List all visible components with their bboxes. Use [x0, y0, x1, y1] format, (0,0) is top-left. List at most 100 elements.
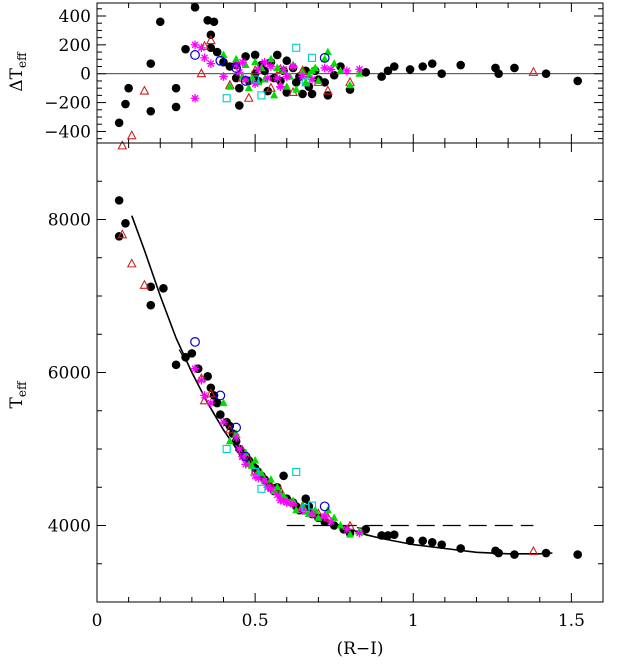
fit-curve	[131, 215, 553, 555]
data-point	[336, 521, 345, 529]
data-point	[114, 196, 124, 205]
data-point	[235, 101, 244, 110]
data-point	[361, 525, 371, 534]
data-point	[238, 57, 247, 67]
y-tick-label: −400	[44, 122, 91, 142]
data-point	[320, 78, 330, 87]
data-point	[270, 90, 279, 99]
y-tick-label: 8000	[48, 211, 91, 231]
data-point	[117, 229, 128, 239]
data-point	[405, 65, 415, 74]
data-point	[117, 140, 128, 150]
data-point	[273, 482, 282, 491]
data-point	[260, 57, 269, 67]
data-point	[307, 75, 317, 84]
data-point	[206, 383, 216, 393]
data-point	[330, 513, 339, 521]
data-point	[212, 398, 222, 408]
data-point	[231, 73, 241, 83]
data-point	[257, 468, 266, 477]
y-tick-label: 400	[59, 7, 91, 27]
data-point	[231, 63, 242, 73]
data-point	[260, 74, 269, 83]
data-point	[418, 62, 428, 71]
data-point	[342, 525, 352, 534]
data-point	[307, 501, 317, 510]
data-point	[301, 77, 310, 86]
data-point	[389, 530, 399, 539]
data-point	[212, 47, 222, 57]
data-point	[322, 85, 333, 95]
data-point	[456, 60, 465, 70]
data-point	[200, 391, 209, 400]
data-point	[240, 76, 251, 86]
data-point	[282, 82, 291, 90]
data-point	[456, 544, 465, 553]
data-point	[241, 75, 250, 84]
data-point	[272, 50, 282, 60]
data-point	[225, 436, 234, 445]
data-point	[159, 284, 168, 293]
data-point	[222, 444, 231, 454]
data-point	[146, 106, 156, 116]
data-point	[190, 3, 200, 12]
data-point	[494, 69, 503, 79]
data-point	[288, 62, 298, 71]
data-point	[190, 364, 200, 373]
data-point	[205, 34, 216, 45]
data-point	[196, 68, 207, 78]
data-point	[288, 499, 298, 509]
data-point	[330, 59, 339, 67]
data-point	[329, 70, 339, 80]
data-point	[231, 422, 242, 433]
data-point	[272, 490, 282, 500]
data-point	[346, 80, 354, 89]
data-point	[346, 530, 354, 538]
data-point	[190, 40, 200, 50]
main-panel: 4000 6000 8000 0 0.5 1 1.5	[48, 142, 604, 631]
data-point	[510, 550, 519, 559]
data-point	[528, 545, 539, 556]
data-point	[307, 89, 317, 99]
data-point	[126, 258, 137, 268]
data-point	[307, 509, 317, 519]
data-point	[282, 56, 292, 66]
data-point	[199, 40, 210, 50]
data-point	[257, 91, 266, 100]
data-point	[377, 531, 386, 540]
data-point	[292, 505, 301, 514]
x-tick-label: 1	[408, 611, 419, 631]
data-point	[181, 352, 190, 362]
data-point	[146, 282, 156, 292]
data-point	[510, 63, 519, 73]
x-tick-label: 0.5	[242, 611, 269, 631]
data-point	[541, 548, 551, 558]
data-point	[240, 451, 251, 462]
data-point	[377, 72, 386, 81]
data-point	[139, 85, 150, 95]
plot-frame	[96, 2, 604, 144]
data-point	[200, 53, 209, 63]
data-point	[121, 219, 130, 228]
data-point	[203, 372, 212, 381]
data-point	[231, 433, 241, 442]
data-point	[528, 66, 539, 76]
y-tick-label: 0	[80, 65, 91, 85]
data-point	[272, 73, 282, 83]
data-point	[250, 50, 260, 60]
data-point	[320, 512, 329, 521]
data-point	[114, 118, 124, 128]
data-point	[206, 398, 216, 408]
data-point	[146, 59, 156, 68]
data-point	[304, 70, 313, 79]
data-point	[251, 57, 260, 66]
main-y-axis-label: Teff	[7, 380, 29, 408]
data-point	[171, 360, 181, 370]
data-point	[206, 30, 216, 40]
data-point	[301, 503, 310, 512]
data-point	[171, 83, 181, 93]
data-point	[260, 476, 269, 486]
data-point	[405, 536, 415, 546]
data-point	[355, 528, 364, 538]
data-point	[253, 65, 263, 74]
